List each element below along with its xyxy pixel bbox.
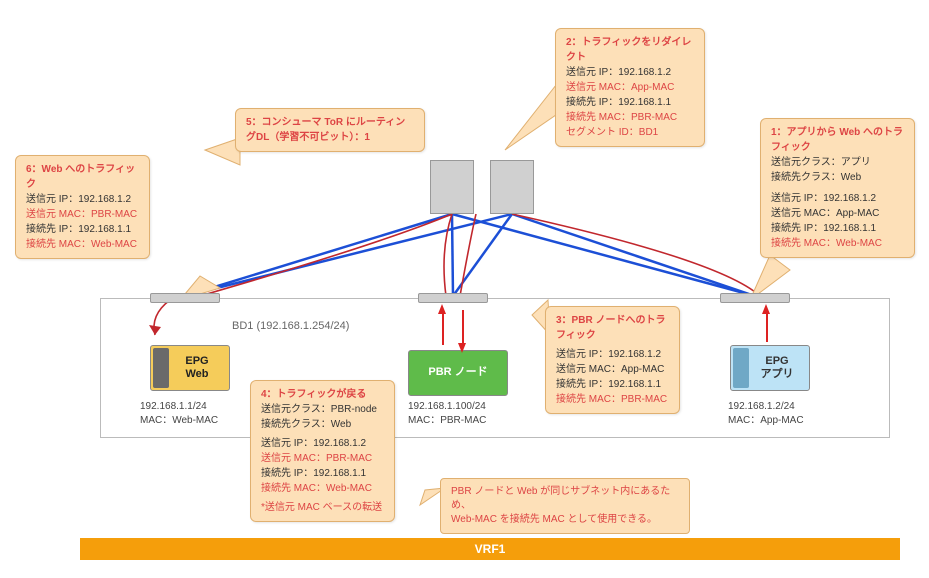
- flow-arrow: [766, 310, 768, 342]
- epg-app-ip: 192.168.1.2/24 MAC：App-MAC: [728, 400, 804, 428]
- pbr-node: PBR ノード: [408, 350, 508, 396]
- vrf-bar: VRF1: [80, 538, 900, 560]
- arrow-up-icon: [762, 304, 770, 314]
- leaf-switch-1: [150, 293, 220, 303]
- callout-2: 2：トラフィックをリダイレクト 送信元 IP：192.168.1.2 送信元 M…: [555, 28, 705, 147]
- callout-6: 6：Web へのトラフィック 送信元 IP：192.168.1.2 送信元 MA…: [15, 155, 150, 259]
- callout-3: 3：PBR ノードへのトラフィック 送信元 IP：192.168.1.2 送信元…: [545, 306, 680, 414]
- leaf-switch-2: [418, 293, 488, 303]
- note-box: PBR ノードと Web が同じサブネット内にあるため、 Web-MAC を接続…: [440, 478, 690, 534]
- spine-switch-2: [490, 160, 534, 214]
- vrf-label: VRF1: [475, 542, 506, 556]
- callout-1: 1：アプリから Web へのトラフィック 送信元クラス：アプリ 接続先クラス：W…: [760, 118, 915, 258]
- pbr-ip: 192.168.1.100/24 MAC：PBR-MAC: [408, 400, 486, 428]
- epg-web-label: EPGWeb: [185, 355, 208, 381]
- spine-switch-1: [430, 160, 474, 214]
- bd-label: BD1 (192.168.1.254/24): [232, 320, 349, 332]
- pbr-node-label: PBR ノード: [428, 366, 487, 379]
- leaf-switch-3: [720, 293, 790, 303]
- callout-5: 5：コンシューマ ToR にルーティングDL（学習不可ビット）：1: [235, 108, 425, 152]
- server-icon: [153, 348, 169, 388]
- diagram-canvas: BD1 (192.168.1.254/24) EPGWeb 192.168.1.…: [0, 0, 929, 578]
- flow-arrow: [442, 310, 444, 345]
- arrow-up-icon: [438, 304, 446, 314]
- arrow-down-icon: [458, 343, 466, 353]
- flow-arrow: [462, 310, 464, 345]
- epg-app-label: EPGアプリ: [761, 355, 794, 381]
- server-icon: [733, 348, 749, 388]
- callout-4: 4：トラフィックが戻る 送信元クラス：PBR-node 接続先クラス：Web 送…: [250, 380, 395, 522]
- epg-web-ip: 192.168.1.1/24 MAC：Web-MAC: [140, 400, 218, 428]
- epg-app-node: EPGアプリ: [730, 345, 810, 391]
- epg-web-node: EPGWeb: [150, 345, 230, 391]
